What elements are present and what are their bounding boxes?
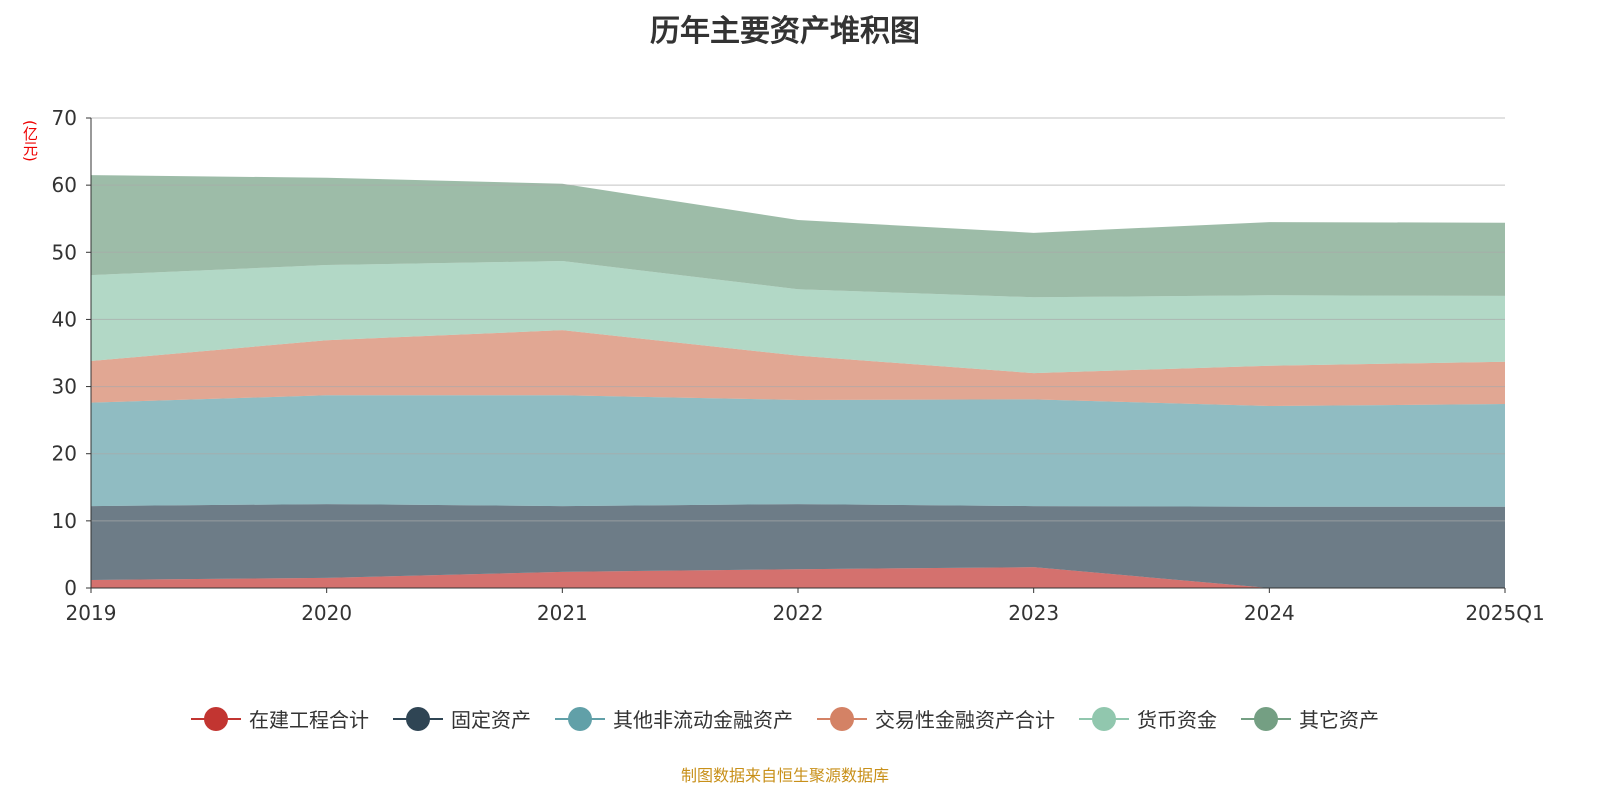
y-tick-label: 70 <box>52 106 77 130</box>
legend-item[interactable]: 其它资产 <box>1241 704 1379 733</box>
area-series-5 <box>91 175 1505 298</box>
y-tick-label: 60 <box>52 173 77 197</box>
legend-marker-icon <box>393 705 443 733</box>
x-tick-label: 2021 <box>537 601 588 625</box>
x-tick-label: 2023 <box>1008 601 1059 625</box>
legend-marker-icon <box>555 705 605 733</box>
x-tick-label: 2025Q1 <box>1465 601 1544 625</box>
area-series-3 <box>91 330 1505 407</box>
legend-label: 其它资产 <box>1299 708 1379 732</box>
legend-item[interactable]: 固定资产 <box>393 704 531 733</box>
legend-marker-icon <box>1241 705 1291 733</box>
y-tick-label: 10 <box>52 509 77 533</box>
legend-item[interactable]: 交易性金融资产合计 <box>817 704 1055 733</box>
area-series-4 <box>91 261 1505 374</box>
legend-marker-icon <box>1079 705 1129 733</box>
area-series-2 <box>91 395 1505 507</box>
area-series-1 <box>91 504 1505 588</box>
x-tick-label: 2020 <box>301 601 352 625</box>
y-tick-label: 20 <box>52 442 77 466</box>
y-axis-unit: (亿元) <box>21 120 39 162</box>
legend-item[interactable]: 货币资金 <box>1079 704 1217 733</box>
legend-item[interactable]: 在建工程合计 <box>191 704 369 733</box>
legend-label: 其他非流动金融资产 <box>613 708 793 732</box>
legend-label: 在建工程合计 <box>249 708 369 732</box>
area-series-0 <box>91 567 1505 588</box>
legend-marker-icon <box>817 705 867 733</box>
y-tick-label: 40 <box>52 307 77 331</box>
chart-title: 历年主要资产堆积图 <box>650 14 920 49</box>
legend: 在建工程合计 固定资产 其他非流动金融资产 交易性金融资产合计 货币资金 其它资产 <box>0 704 1570 733</box>
y-tick-label: 50 <box>52 240 77 264</box>
x-tick-label: 2019 <box>66 601 117 625</box>
legend-item[interactable]: 其他非流动金融资产 <box>555 704 793 733</box>
x-tick-label: 2024 <box>1244 601 1295 625</box>
legend-label: 货币资金 <box>1137 708 1217 732</box>
legend-marker-icon <box>191 705 241 733</box>
legend-label: 交易性金融资产合计 <box>875 708 1055 732</box>
stacked-area-chart: 0 10 20 30 40 50 60 70 2019 2020 2021 2022 2023 2024 2… <box>52 106 1545 625</box>
y-tick-label: 30 <box>52 375 77 399</box>
y-tick-label: 0 <box>64 576 77 600</box>
legend-label: 固定资产 <box>451 708 531 732</box>
source-note: 制图数据来自恒生聚源数据库 <box>680 766 889 785</box>
x-tick-label: 2022 <box>773 601 824 625</box>
